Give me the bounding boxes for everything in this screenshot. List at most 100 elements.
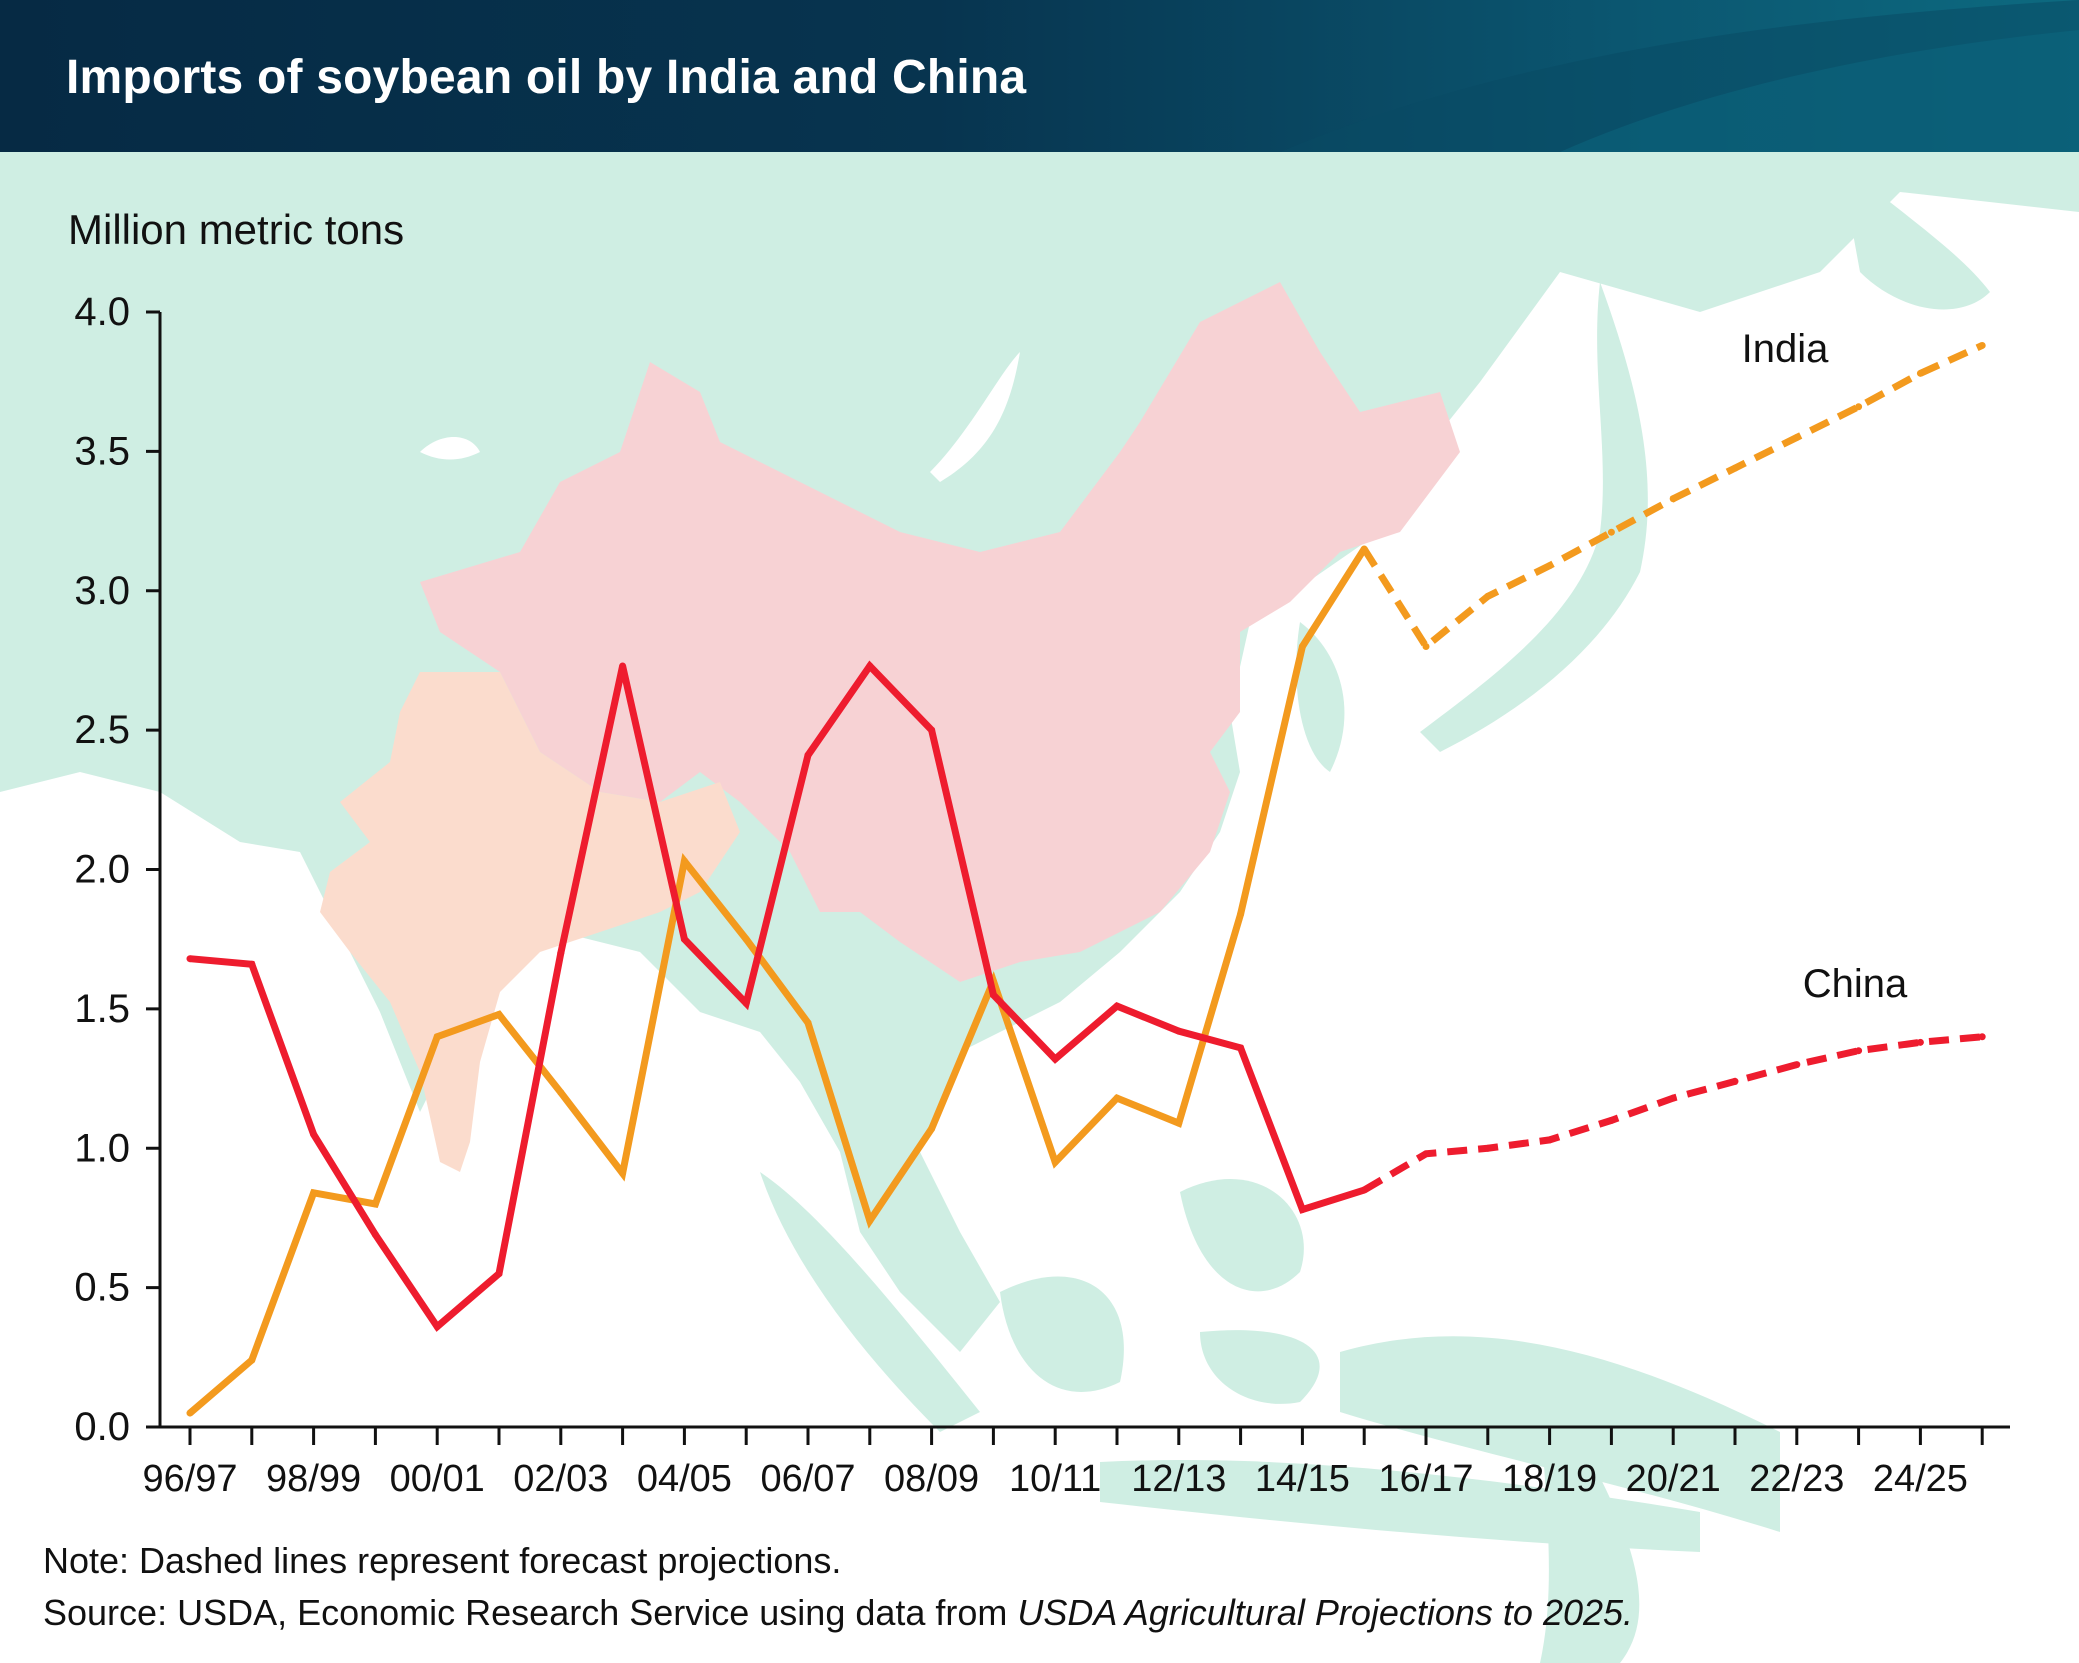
- china-point: [1669, 1094, 1677, 1102]
- china-point: [1422, 1150, 1430, 1158]
- x-tick-label: 22/23: [1749, 1458, 1844, 1500]
- source-prefix: Source: USDA, Economic Research Service …: [43, 1592, 1018, 1633]
- china-point: [1607, 1116, 1615, 1124]
- x-tick-label: 18/19: [1502, 1458, 1597, 1500]
- india-point: [1051, 1158, 1059, 1166]
- india-point: [866, 1217, 874, 1225]
- india-point: [619, 1169, 627, 1177]
- india-point: [371, 1200, 379, 1208]
- x-tick-label: 08/09: [884, 1458, 979, 1500]
- x-tick-label: 04/05: [637, 1458, 732, 1500]
- series-labels: India China: [1742, 327, 1908, 1006]
- asia-map-background: [0, 152, 2079, 1663]
- y-axis-label: Million metric tons: [68, 206, 405, 253]
- china-point: [1484, 1144, 1492, 1152]
- x-tick-label: 24/25: [1873, 1458, 1968, 1500]
- x-tick-label: 16/17: [1378, 1458, 1473, 1500]
- y-tick-label: 2.0: [74, 848, 130, 892]
- china-point: [1546, 1136, 1554, 1144]
- y-tick-label: 1.0: [74, 1126, 130, 1170]
- x-tick-label: 10/11: [1009, 1458, 1101, 1500]
- footnote: Note: Dashed lines represent forecast pr…: [43, 1540, 842, 1581]
- chart-area: 0.0 0.5 1.0 1.5 2.0 2.5 3.0 3.5 4.0 96/97 98/99 00/…: [0, 152, 2079, 1663]
- source-publication: USDA Agricultural Projections to 2025.: [1017, 1592, 1634, 1633]
- x-tick-label: 02/03: [513, 1458, 608, 1500]
- y-tick-label: 0.5: [74, 1266, 130, 1310]
- x-tick-label: 14/15: [1255, 1458, 1350, 1500]
- india-point: [433, 1033, 441, 1041]
- china-historical-line: [189, 660, 1366, 1332]
- china-point: [1855, 1047, 1863, 1055]
- india-point: [1607, 528, 1615, 536]
- y-tick-label: 4.0: [74, 290, 130, 334]
- y-tick-label: 0.0: [74, 1405, 130, 1449]
- india-historical-line: [187, 547, 1368, 1416]
- india-point: [1855, 403, 1863, 411]
- china-point: [1175, 1027, 1183, 1035]
- india-point: [680, 857, 688, 865]
- india-point: [186, 1409, 194, 1417]
- india-point: [1731, 464, 1739, 472]
- india-point: [1484, 592, 1492, 600]
- china-point: [495, 1270, 503, 1278]
- y-tick-label: 3.0: [74, 569, 130, 613]
- china-point: [1793, 1061, 1801, 1069]
- india-point: [1298, 643, 1306, 650]
- china-point: [557, 949, 565, 957]
- china-point: [1360, 1186, 1368, 1194]
- china-point: [1051, 1055, 1059, 1063]
- china-point: [1237, 1044, 1245, 1052]
- series-label-china: China: [1803, 962, 1908, 1006]
- india-point: [804, 1019, 812, 1027]
- china-point: [1298, 1206, 1306, 1214]
- chart-title: Imports of soybean oil by India and Chin…: [66, 51, 1027, 104]
- india-point: [1237, 910, 1245, 918]
- china-point: [680, 935, 688, 943]
- india-point: [1793, 433, 1801, 441]
- china-point: [186, 955, 194, 963]
- china-point: [310, 1130, 318, 1138]
- china-point: [989, 991, 997, 999]
- banner-swoosh-decoration: [1280, 0, 2079, 152]
- china-point: [804, 751, 812, 759]
- india-point: [1669, 495, 1677, 503]
- china-point: [248, 960, 256, 968]
- china-point: [866, 662, 874, 670]
- china-point: [619, 662, 627, 670]
- china-point: [433, 1323, 441, 1331]
- india-point: [557, 1089, 565, 1096]
- axes-group: 0.0 0.5 1.0 1.5 2.0 2.5 3.0 3.5 4.0 96/97 98/99 00/…: [74, 290, 2010, 1500]
- china-point: [742, 999, 750, 1007]
- china-point: [1113, 1002, 1121, 1010]
- india-point: [928, 1125, 936, 1133]
- india-point: [1422, 643, 1430, 650]
- x-tick-label: 06/07: [760, 1458, 855, 1500]
- china-point: [1731, 1077, 1739, 1085]
- y-tick-label: 1.5: [74, 987, 130, 1031]
- source-line: Source: USDA, Economic Research Service …: [43, 1592, 1633, 1634]
- china-point: [928, 726, 936, 734]
- india-point: [310, 1189, 318, 1197]
- china-forecast-line: [1362, 1033, 1983, 1194]
- y-tick-label: 2.5: [74, 708, 130, 752]
- x-tick-label: 20/21: [1626, 1458, 1721, 1500]
- china-point: [1916, 1038, 1924, 1046]
- x-tick-label: 98/99: [266, 1458, 361, 1500]
- y-tick-label: 3.5: [74, 429, 130, 473]
- india-point: [495, 1010, 503, 1018]
- x-tick-label: 96/97: [142, 1458, 237, 1500]
- title-banner: Imports of soybean oil by India and Chin…: [0, 0, 2079, 152]
- india-point: [1175, 1119, 1183, 1127]
- india-point: [1360, 545, 1368, 553]
- india-point: [1113, 1094, 1121, 1102]
- india-point: [742, 935, 750, 943]
- india-point: [248, 1356, 256, 1364]
- india-point: [1546, 562, 1554, 570]
- x-tick-label: 12/13: [1131, 1458, 1226, 1500]
- china-point: [371, 1231, 379, 1239]
- series-label-india: India: [1742, 327, 1829, 371]
- china-point: [1978, 1033, 1986, 1041]
- india-point: [1978, 341, 1986, 349]
- x-tick-label: 00/01: [390, 1458, 485, 1500]
- india-point: [1916, 369, 1924, 377]
